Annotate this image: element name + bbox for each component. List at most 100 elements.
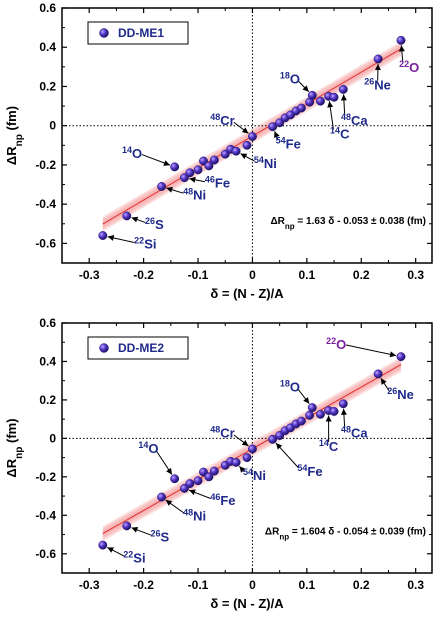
data-point — [185, 479, 195, 489]
data-point — [329, 407, 339, 416]
legend-label: DD-ME1 — [118, 26, 164, 40]
data-point — [204, 161, 214, 171]
nucleus-mass: 48 — [183, 186, 193, 196]
nucleus-symbol: Cr — [220, 426, 234, 441]
annotation-arrowhead — [241, 127, 249, 134]
data-points — [98, 35, 406, 240]
nucleus-symbol: Ne — [374, 78, 391, 93]
nucleus-label: 14O — [138, 440, 158, 456]
y-axis-label: ΔRnp (fm) — [4, 418, 25, 477]
nucleus-symbol: Fe — [215, 176, 230, 191]
x-axis-label: δ = (N - Z)/A — [210, 596, 284, 611]
nucleus-mass: 26 — [387, 386, 397, 396]
x-tick-label: 0.3 — [407, 268, 424, 282]
nucleus-label: 26Ne — [364, 77, 391, 93]
nucleus-symbol: Ca — [351, 113, 368, 128]
nucleus-label: 48Cr — [210, 425, 234, 441]
nucleus-mass: 46 — [205, 175, 215, 185]
data-point — [157, 492, 167, 502]
annotation-arrowhead — [327, 101, 334, 108]
data-point — [157, 182, 167, 191]
x-tick-label: -0.3 — [79, 268, 100, 282]
legend-label: DD-ME2 — [118, 341, 164, 355]
nucleus-label: 22O — [326, 336, 346, 352]
nucleus-symbol: S — [161, 529, 170, 544]
legend-box — [87, 21, 189, 45]
nucleus-symbol: Ni — [193, 187, 206, 202]
annotation-arrowhead — [340, 408, 347, 415]
nucleus-label: 26Ne — [387, 386, 414, 402]
data-point — [307, 90, 317, 100]
nucleus-symbol: O — [290, 379, 300, 394]
nucleus-mass: 48 — [341, 112, 351, 122]
nucleus-label: 26S — [145, 216, 164, 232]
x-tick-label: -0.1 — [188, 578, 209, 592]
data-point — [247, 444, 257, 454]
fit-equation-subscript: np — [279, 532, 289, 541]
data-point — [373, 369, 383, 379]
legend-marker — [99, 343, 109, 353]
nucleus-mass: 26 — [145, 216, 155, 226]
nucleus-mass: 54 — [243, 467, 253, 477]
data-point — [170, 162, 180, 172]
nucleus-mass: 14 — [330, 126, 340, 136]
x-tick-label: 0 — [249, 268, 256, 282]
data-point — [242, 453, 252, 463]
nucleus-label: 54Ni — [254, 155, 277, 171]
nucleus-mass: 22 — [134, 235, 144, 245]
data-point — [268, 434, 278, 444]
nucleus-mass: 14 — [122, 145, 132, 155]
nucleus-mass: 26 — [151, 528, 161, 538]
annotation-arrowhead — [303, 397, 310, 404]
annotation-arrowhead — [131, 526, 139, 533]
y-axis-label-subscript: np — [14, 447, 25, 459]
y-axis-label-unit: (fm) — [4, 106, 19, 134]
y-tick-label: 0 — [49, 431, 56, 445]
annotation-arrow — [346, 344, 397, 357]
chart-panel-2: -0.3 -0.2 -0.1 0 0.1 0.2 0.3 -0.6 -0.4 -0.2 0 0.2 0.… — [4, 316, 433, 611]
nucleus-symbol: Ne — [397, 387, 414, 402]
data-point — [316, 409, 325, 419]
nucleus-symbol: C — [340, 127, 350, 142]
x-axis-label: δ = (N - Z)/A — [210, 286, 284, 301]
y-tick-label: 0.2 — [39, 393, 56, 407]
nucleus-label: 14O — [122, 145, 142, 161]
annotation-arrowhead — [107, 234, 115, 241]
nucleus-label: 22O — [399, 59, 419, 75]
data-point — [231, 146, 241, 156]
nucleus-symbol: Ca — [351, 426, 368, 441]
nucleus-label: 48Ni — [183, 186, 206, 202]
data-point — [231, 457, 241, 467]
x-tick-label: 0.2 — [353, 268, 370, 282]
y-axis-label-main: ΔR — [4, 458, 19, 477]
fit-equation-rest: = 1.63 δ - 0.053 ± 0.038 (fm) — [295, 216, 426, 227]
annotations: 22Si26S48Ni46Fe14O48Cr54Ni54Fe18O14C48Ca… — [107, 45, 419, 251]
annotation-arrowhead — [165, 499, 173, 506]
y-tick-label: 0.6 — [39, 316, 56, 330]
data-point — [209, 155, 219, 165]
nucleus-label: 48Ni — [183, 507, 206, 523]
y-tick-label: 0 — [49, 119, 56, 133]
nucleus-mass: 26 — [364, 77, 374, 87]
x-tick-label: -0.2 — [133, 578, 154, 592]
data-point — [170, 474, 180, 484]
nucleus-symbol: Ni — [253, 468, 266, 483]
nucleus-label: 48Ca — [341, 112, 368, 128]
x-tick-label: 0.1 — [299, 578, 316, 592]
data-point — [122, 521, 132, 531]
nucleus-symbol: O — [409, 60, 419, 75]
nucleus-label: 14C — [330, 126, 350, 142]
y-tick-label: -0.6 — [35, 547, 56, 561]
legend-box — [87, 336, 189, 360]
nucleus-mass: 48 — [341, 425, 351, 435]
nucleus-label: 46Fe — [210, 492, 235, 508]
y-tick-label: -0.4 — [35, 508, 56, 522]
nucleus-label: 54Fe — [276, 135, 301, 151]
plot-frame — [61, 322, 433, 574]
nucleus-label: 22Si — [123, 550, 145, 566]
nucleus-symbol: Si — [144, 236, 156, 251]
annotation-arrowhead — [398, 45, 405, 52]
annotation-arrowhead — [325, 415, 332, 422]
nucleus-mass: 46 — [210, 492, 220, 502]
